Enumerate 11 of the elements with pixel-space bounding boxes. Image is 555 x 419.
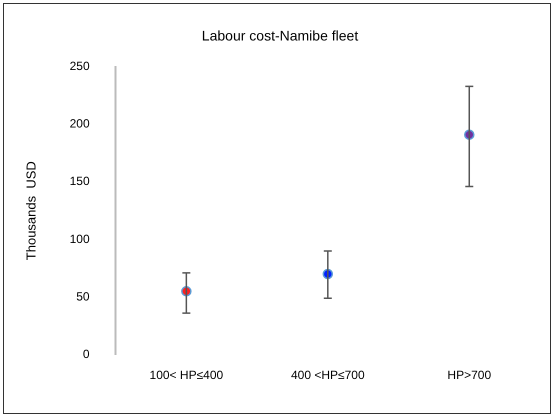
y-tick-label: 50	[76, 289, 90, 304]
y-tick-label: 200	[70, 116, 90, 131]
y-tick-label: 0	[82, 346, 90, 361]
y-tick-label: 150	[70, 174, 90, 188]
y-tick-label: 250	[70, 59, 90, 74]
y-axis-title: Thousands USD	[23, 161, 38, 260]
x-tick-label: 100< HP≤400	[150, 368, 224, 382]
x-tick-label: 400 <HP≤700	[290, 368, 365, 382]
chart-title: Labour cost-Namibe fleet	[202, 27, 358, 44]
y-tick-label: 100	[70, 232, 90, 246]
x-tick-label: HP>700	[447, 368, 492, 382]
